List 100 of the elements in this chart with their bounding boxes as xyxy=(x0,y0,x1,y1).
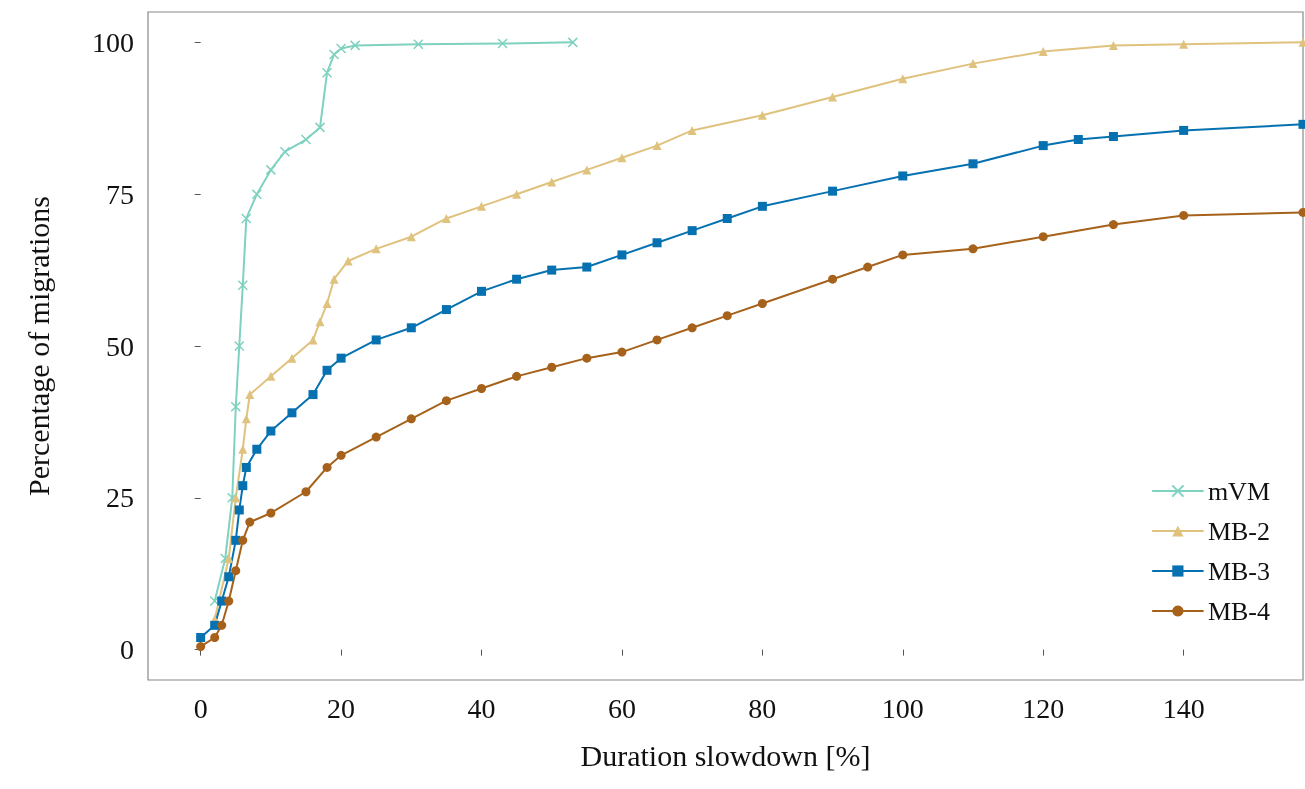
point xyxy=(238,444,248,454)
point xyxy=(1179,210,1189,220)
point xyxy=(287,353,297,363)
point xyxy=(227,492,238,504)
point xyxy=(308,335,318,345)
x-axis-title: Duration slowdown [%] xyxy=(580,738,871,772)
y-tick-label: 100 xyxy=(92,26,134,58)
point xyxy=(512,371,522,381)
point xyxy=(219,553,231,564)
point xyxy=(315,317,325,327)
point xyxy=(336,353,346,363)
point xyxy=(582,353,592,363)
point xyxy=(512,189,522,199)
point xyxy=(441,305,451,315)
point xyxy=(210,632,220,642)
point xyxy=(828,274,838,284)
point xyxy=(1108,131,1118,141)
x-tick-label: 60 xyxy=(607,692,636,724)
point xyxy=(617,153,627,163)
point xyxy=(722,213,732,223)
point xyxy=(287,408,297,418)
point xyxy=(245,517,255,527)
x-tick-label: 20 xyxy=(327,692,356,724)
point xyxy=(547,177,557,187)
point xyxy=(252,444,262,454)
point xyxy=(1038,141,1048,151)
y-tick-label: 25 xyxy=(106,482,134,514)
point xyxy=(322,365,332,375)
point xyxy=(863,262,873,272)
point xyxy=(1038,232,1048,242)
point xyxy=(241,462,251,472)
point xyxy=(371,335,381,345)
point xyxy=(652,335,662,345)
point xyxy=(265,164,277,176)
point xyxy=(300,134,312,145)
point xyxy=(217,596,227,606)
point xyxy=(968,159,978,169)
point xyxy=(301,487,311,497)
point xyxy=(757,298,767,308)
legend-label: MB-4 xyxy=(1207,596,1271,626)
point xyxy=(582,262,592,272)
point xyxy=(349,40,361,51)
point xyxy=(279,146,291,157)
x-tick-label: 100 xyxy=(881,692,924,724)
legend-label: mVM xyxy=(1207,476,1271,506)
point xyxy=(968,244,978,254)
point xyxy=(687,125,697,135)
point xyxy=(314,122,326,133)
point xyxy=(968,59,978,69)
point xyxy=(413,38,424,50)
point xyxy=(1038,46,1048,56)
point xyxy=(477,384,487,394)
x-tick-label: 0 xyxy=(193,692,208,724)
point xyxy=(757,201,767,211)
point xyxy=(441,213,451,223)
point xyxy=(828,186,838,196)
point xyxy=(335,43,347,54)
point xyxy=(567,37,579,48)
point xyxy=(234,505,244,515)
point xyxy=(406,323,416,333)
y-tick-label: 75 xyxy=(106,178,134,210)
point xyxy=(406,414,416,424)
point xyxy=(322,298,332,308)
point xyxy=(898,171,908,181)
point xyxy=(322,462,332,472)
point xyxy=(1179,125,1189,135)
point xyxy=(196,632,206,642)
point xyxy=(234,340,245,352)
point xyxy=(617,250,627,260)
x-tick-label: 80 xyxy=(748,692,777,724)
point xyxy=(757,110,767,120)
point xyxy=(238,535,248,545)
point xyxy=(617,347,627,357)
point xyxy=(1108,40,1118,50)
point xyxy=(328,49,340,60)
y-axis-title: Percentage of migrations xyxy=(21,196,55,496)
point xyxy=(722,311,732,321)
point xyxy=(477,201,487,211)
point xyxy=(371,432,381,442)
point xyxy=(224,596,234,606)
legend-label: MB-3 xyxy=(1207,556,1271,586)
point xyxy=(652,141,662,151)
point xyxy=(547,362,557,372)
point xyxy=(241,213,252,224)
point xyxy=(238,481,248,491)
point xyxy=(329,274,339,284)
point xyxy=(266,508,276,518)
point xyxy=(231,566,241,576)
x-tick-label: 40 xyxy=(467,692,496,724)
point xyxy=(1073,135,1083,145)
point xyxy=(828,92,838,102)
point xyxy=(1179,39,1189,49)
y-tick-label: 50 xyxy=(106,330,134,362)
point xyxy=(266,426,276,436)
point xyxy=(477,286,487,296)
point xyxy=(217,620,227,630)
point xyxy=(245,390,255,400)
point xyxy=(224,572,234,582)
point xyxy=(237,280,249,291)
point xyxy=(898,250,908,260)
